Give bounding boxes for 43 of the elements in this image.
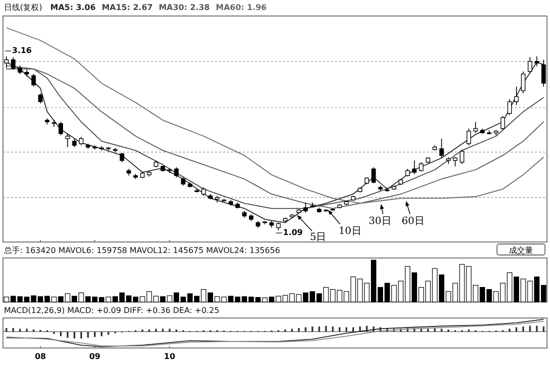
candlestick xyxy=(534,56,540,67)
candlestick xyxy=(4,56,9,68)
candlestick xyxy=(38,92,43,104)
x-tick-label: 10 xyxy=(164,352,176,361)
candlestick xyxy=(52,120,56,128)
chart-title: MACD(12,26,9) MACD: +0.09 DIFF: +0.36 DEA: +0.25 xyxy=(4,306,220,315)
candlestick xyxy=(174,166,179,178)
annotation: 60日 xyxy=(402,216,424,227)
candlestick xyxy=(507,98,512,116)
chart-title: 日线(复权) xyxy=(4,3,42,12)
candlestick xyxy=(466,128,472,146)
text: MA30: 2.38 xyxy=(158,3,210,12)
candlestick xyxy=(528,56,532,74)
candlestick xyxy=(520,71,526,94)
annotation: 5日 xyxy=(310,232,326,243)
text: MA5: 3.06 xyxy=(50,3,96,12)
x-tick-label: 09 xyxy=(89,352,101,361)
text: MA15: 2.67 xyxy=(102,3,153,12)
x-tick-label: 08 xyxy=(34,352,46,361)
candlestick xyxy=(439,138,444,158)
candlestick xyxy=(541,59,546,87)
annotation: 1.09 xyxy=(283,228,304,237)
candlestick xyxy=(473,121,478,134)
candlestick xyxy=(303,202,308,213)
candlestick xyxy=(460,149,464,164)
candlestick xyxy=(31,74,36,87)
text: 成交量 xyxy=(509,246,533,255)
text: MA60: 1.96 xyxy=(216,3,268,12)
candlestick xyxy=(58,121,64,136)
candlestick xyxy=(500,116,506,131)
annotation: 30日 xyxy=(368,216,392,227)
candlestick xyxy=(371,166,376,184)
candlestick xyxy=(514,86,519,106)
candlestick xyxy=(120,152,124,163)
candlestick xyxy=(452,156,458,167)
annotation: 10日 xyxy=(338,226,362,237)
chart-title: 总手: 163420 MAVOL6: 159758 MAVOL12: 145675 MAVOL24: 135656 xyxy=(3,246,280,255)
candlestick xyxy=(412,160,417,174)
candlestick xyxy=(65,133,70,148)
annotation: 3.16 xyxy=(12,46,32,55)
candlestick xyxy=(418,162,424,172)
candlestick xyxy=(10,56,16,70)
candlestick xyxy=(99,146,104,151)
